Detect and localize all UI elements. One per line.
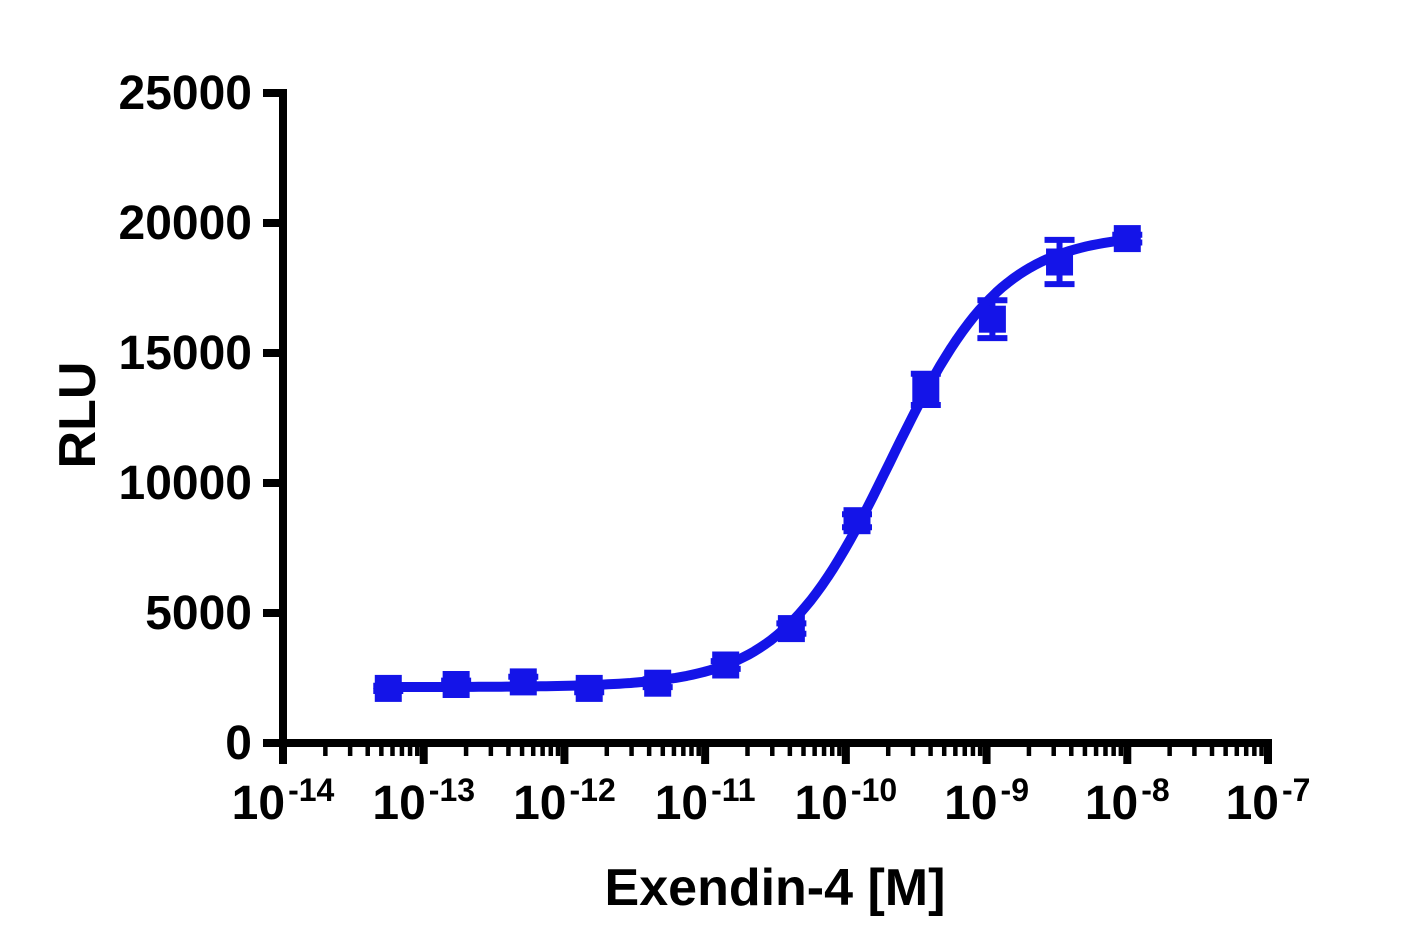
data-point-marker <box>1113 225 1141 253</box>
data-point-marker <box>442 671 470 698</box>
y-tick-label: 0 <box>225 717 252 770</box>
data-point-marker <box>1046 248 1074 276</box>
data-point-marker <box>644 669 672 697</box>
y-tick-label: 25000 <box>119 67 252 120</box>
data-point-marker <box>912 375 940 403</box>
x-tick-label: 10-12 <box>513 772 616 830</box>
x-tick-labels: 10-14 10-13 10-12 10-11 10-10 10-9 10-8 10-7 <box>232 772 1311 830</box>
y-axis-title: RLU <box>49 362 107 469</box>
y-tick-label: 5000 <box>145 587 252 640</box>
curve-path <box>383 234 1131 692</box>
y-tick-labels: 0 5000 10000 15000 20000 25000 <box>119 67 252 770</box>
data-point-marker <box>978 305 1006 333</box>
x-tick-label: 10-14 <box>232 772 335 830</box>
axes <box>263 89 1272 764</box>
data-point-marker <box>843 507 871 535</box>
fit-curve <box>383 234 1131 692</box>
x-axis-title: Exendin-4 [M] <box>605 859 946 917</box>
x-tick-label: 10-8 <box>1085 772 1170 830</box>
data-point-marker <box>509 668 537 696</box>
y-tick-label: 15000 <box>119 327 252 380</box>
data-point-marker <box>374 674 402 702</box>
data-point-markers <box>374 225 1141 702</box>
x-tick-label: 10-10 <box>795 772 898 830</box>
data-point-marker <box>777 615 805 643</box>
x-tick-label: 10-11 <box>655 772 756 830</box>
data-point-marker <box>575 674 603 702</box>
error-bars <box>373 231 1143 696</box>
x-tick-label: 10-13 <box>372 772 475 830</box>
y-tick-label: 20000 <box>119 197 252 250</box>
data-point-marker <box>712 651 740 679</box>
x-tick-label: 10-9 <box>944 772 1029 830</box>
y-tick-label: 10000 <box>119 457 252 510</box>
x-tick-label: 10-7 <box>1226 772 1311 830</box>
